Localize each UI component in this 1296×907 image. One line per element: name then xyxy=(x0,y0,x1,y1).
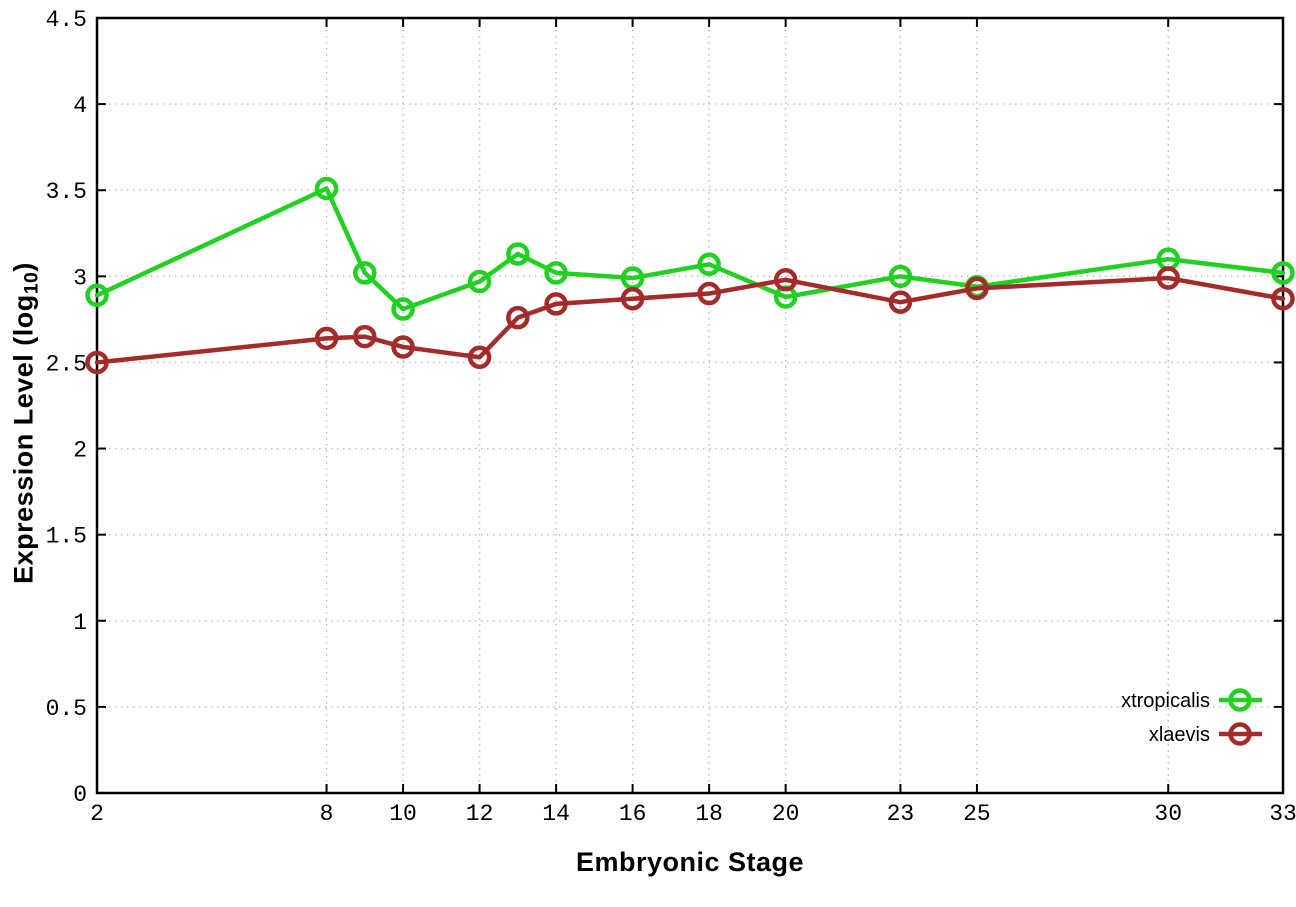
y-tick-label: 4 xyxy=(73,93,87,119)
y-tick-label: 4.5 xyxy=(46,7,87,33)
y-tick-label: 1 xyxy=(73,610,87,636)
x-tick-label: 14 xyxy=(542,801,570,827)
data-point-xtropicalis-stage-10 xyxy=(391,297,415,321)
data-point-xlaevis-stage-33 xyxy=(1271,286,1295,311)
y-axis-title: Expression Level (log10) xyxy=(8,262,43,584)
series-line-xtropicalis xyxy=(94,186,1286,312)
x-tick-label: 33 xyxy=(1269,801,1296,827)
x-tick-label: 25 xyxy=(963,801,991,827)
data-point-xtropicalis-stage-8 xyxy=(314,176,339,201)
data-point-xlaevis-stage-30 xyxy=(1156,266,1180,290)
data-point-xtropicalis-stage-9 xyxy=(353,261,377,285)
series-line-xlaevis xyxy=(94,275,1286,365)
data-point-xlaevis-stage-16 xyxy=(620,286,645,311)
data-point-xtropicalis-stage-12 xyxy=(467,269,492,294)
data-point-xlaevis-stage-2 xyxy=(85,350,109,375)
y-tick-label: 3 xyxy=(73,265,87,291)
data-point-xlaevis-stage-20 xyxy=(773,268,798,292)
data-point-xtropicalis-stage-23 xyxy=(888,264,913,289)
plot-border xyxy=(95,16,1285,795)
data-point-xlaevis-stage-14 xyxy=(544,292,568,316)
x-tick-label: 23 xyxy=(887,801,915,827)
y-tick-label: 0.5 xyxy=(46,696,87,722)
y-axis-title-text: Expression Level (log xyxy=(8,294,39,584)
x-axis-title: Embryonic Stage xyxy=(575,847,805,877)
x-tick-label: 10 xyxy=(389,801,417,827)
data-point-xlaevis-stage-9 xyxy=(353,324,377,349)
data-point-xlaevis-stage-25 xyxy=(965,276,989,301)
y-tick-label: 2.5 xyxy=(46,351,87,377)
legend-label-xlaevis: xlaevis xyxy=(1149,724,1210,746)
y-axis-title-subscript: 10 xyxy=(20,271,43,295)
x-tick-label: 18 xyxy=(695,801,723,827)
x-tick-label: 8 xyxy=(320,801,334,827)
y-tick-label: 2 xyxy=(73,438,87,464)
y-tick-label: 0 xyxy=(73,782,87,808)
data-point-xtropicalis-stage-18 xyxy=(697,252,721,277)
data-point-xlaevis-stage-18 xyxy=(697,281,721,306)
x-tick-label: 16 xyxy=(619,801,647,827)
data-point-xtropicalis-stage-2 xyxy=(85,283,109,308)
legend-marker-xtropicalis xyxy=(1228,688,1252,712)
x-tick-label: 12 xyxy=(466,801,494,827)
data-point-xlaevis-stage-10 xyxy=(391,335,415,359)
data-point-xlaevis-stage-23 xyxy=(888,290,913,314)
legend-marker-xlaevis xyxy=(1228,722,1252,746)
x-tick-label: 20 xyxy=(772,801,800,827)
data-point-xlaevis-stage-12 xyxy=(467,345,492,370)
y-tick-label: 1.5 xyxy=(46,524,87,550)
legend-label-xtropicalis: xtropicalis xyxy=(1121,690,1210,712)
data-point-xlaevis-stage-8 xyxy=(314,326,339,351)
data-point-xlaevis-stage-13 xyxy=(506,305,530,330)
data-point-xtropicalis-stage-33 xyxy=(1271,261,1295,285)
x-tick-label: 2 xyxy=(90,801,104,827)
x-tick-label: 30 xyxy=(1154,801,1182,827)
y-tick-label: 3.5 xyxy=(46,179,87,205)
y-axis-title-close: ) xyxy=(8,262,39,272)
data-point-xtropicalis-stage-14 xyxy=(544,261,568,285)
data-point-xtropicalis-stage-13 xyxy=(506,242,530,266)
